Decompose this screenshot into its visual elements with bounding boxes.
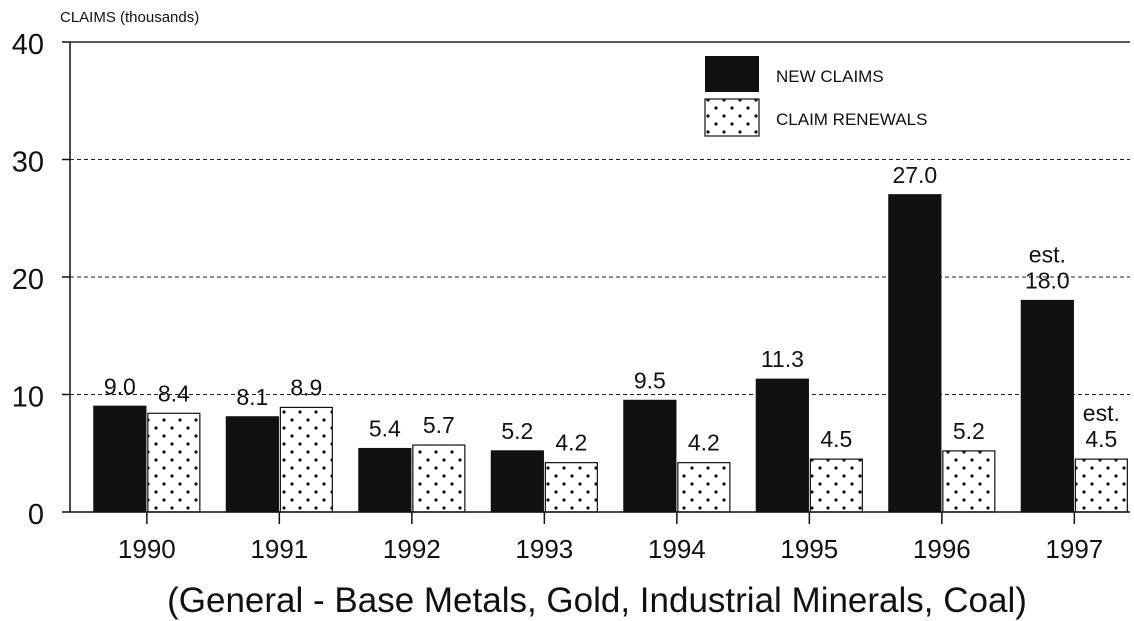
y-tick-label: 10 — [12, 382, 44, 414]
bar-claim-renewals-1994 — [677, 462, 731, 513]
x-axis-ticks: 1990 1991 1992 1993 1994 1995 1996 1997 — [118, 512, 1103, 564]
label-new-claims-1990: 9.0 — [104, 373, 136, 399]
y-axis-ticks: 0 10 20 30 40 — [12, 29, 70, 531]
label-claim-renewals-1991: 8.9 — [290, 374, 322, 400]
bar-claim-renewals-1996 — [942, 450, 996, 513]
label-new-claims-1992: 5.4 — [369, 416, 401, 442]
y-axis-title: CLAIMS (thousands) — [60, 9, 199, 26]
x-axis-title: (General - Base Metals, Gold, Industrial… — [167, 581, 1027, 620]
label-claim-renewals-1994: 4.2 — [688, 430, 720, 456]
estimate-note-new-claims-1997: est. — [1029, 242, 1066, 268]
x-tick-label-1992: 1992 — [383, 534, 441, 564]
bar-claim-renewals-1993 — [544, 462, 598, 513]
label-claim-renewals-1993: 4.2 — [555, 430, 587, 456]
legend-label-new-claims: NEW CLAIMS — [776, 67, 884, 86]
label-claim-renewals-1996: 5.2 — [953, 418, 985, 444]
bar-new-claims-1993 — [490, 450, 544, 513]
x-tick-label-1990: 1990 — [118, 534, 176, 564]
y-tick-label: 40 — [12, 29, 44, 61]
y-tick-label: 20 — [12, 264, 44, 296]
estimate-note-claim-renewals-1997: est. — [1083, 400, 1120, 426]
bar-value-labels: 9.0 8.4 8.1 8.9 5.4 5.7 5.2 4.2 9.5 4.2 11.3 4.5 27.… — [104, 162, 1120, 456]
bar-new-claims-1990 — [93, 405, 147, 513]
label-new-claims-1991: 8.1 — [236, 384, 268, 410]
legend-swatch-new-claims — [705, 56, 759, 92]
legend-swatch-claim-renewals — [704, 98, 760, 137]
bar-new-claims-1995 — [755, 378, 809, 513]
bar-claim-renewals-1997 — [1074, 458, 1128, 513]
x-tick-label-1993: 1993 — [515, 534, 573, 564]
x-tick-label-1991: 1991 — [250, 534, 308, 564]
label-claim-renewals-1997: 4.5 — [1085, 426, 1117, 452]
bar-claim-renewals-1990 — [147, 412, 201, 513]
label-new-claims-1994: 9.5 — [634, 367, 666, 393]
label-new-claims-1993: 5.2 — [501, 418, 533, 444]
bar-new-claims-1991 — [225, 416, 279, 513]
y-tick-label: 0 — [28, 499, 44, 531]
label-new-claims-1995: 11.3 — [761, 346, 804, 372]
x-tick-label-1995: 1995 — [780, 534, 838, 564]
x-tick-label-1996: 1996 — [913, 534, 971, 564]
x-tick-label-1994: 1994 — [648, 534, 706, 564]
label-claim-renewals-1990: 8.4 — [158, 380, 190, 406]
label-new-claims-1996: 27.0 — [892, 162, 937, 188]
legend-label-claim-renewals: CLAIM RENEWALS — [776, 110, 927, 129]
y-tick-label: 30 — [12, 147, 44, 179]
label-claim-renewals-1992: 5.7 — [423, 412, 455, 438]
bars — [93, 194, 1128, 513]
bar-new-claims-1992 — [358, 447, 412, 513]
gridlines — [70, 41, 1130, 395]
bar-new-claims-1997 — [1020, 299, 1074, 513]
legend: NEW CLAIMS CLAIM RENEWALS — [704, 56, 927, 137]
bar-new-claims-1996 — [888, 194, 942, 513]
label-claim-renewals-1995: 4.5 — [820, 426, 852, 452]
label-new-claims-1997: 18.0 — [1025, 268, 1070, 294]
x-tick-label-1997: 1997 — [1045, 534, 1103, 564]
bar-claim-renewals-1992 — [412, 444, 466, 513]
bar-new-claims-1994 — [623, 399, 677, 513]
bar-claim-renewals-1995 — [809, 458, 863, 513]
bar-claim-renewals-1991 — [279, 406, 333, 513]
